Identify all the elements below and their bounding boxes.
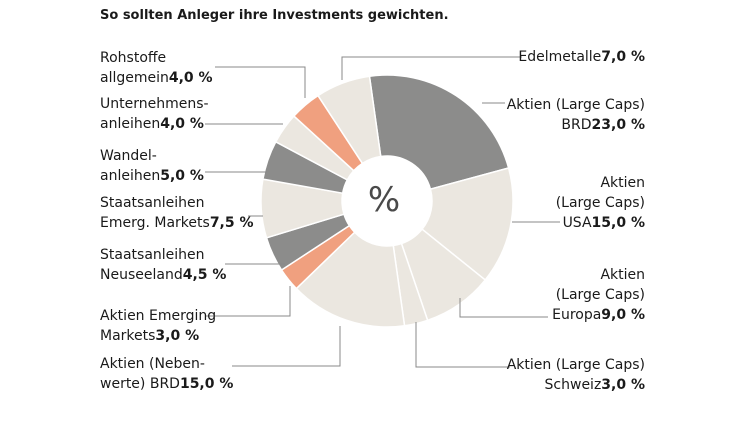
category-text: Aktien (Large Caps): [507, 357, 645, 373]
slice-label: anleihen5,0 %: [100, 168, 204, 184]
slice-label: Staatsanleihen: [100, 247, 205, 263]
category-text: Staatsanleihen: [100, 247, 205, 263]
value-label: 15,0 %: [180, 376, 233, 392]
value-label: 9,0 %: [601, 307, 645, 323]
slice-label: Aktien Emerging: [100, 308, 216, 324]
value-label: 4,0 %: [169, 70, 213, 86]
slice-label: Aktien (Neben-: [100, 356, 205, 372]
slice-label: Aktien (Large Caps): [507, 357, 645, 373]
slice-label: Aktien: [600, 175, 645, 191]
value-label: 7,0 %: [601, 49, 645, 65]
slice-label: Europa9,0 %: [552, 307, 645, 323]
category-text: anleihen: [100, 168, 160, 184]
leader-line: [232, 326, 341, 367]
value-label: 4,0 %: [160, 116, 204, 132]
leader-line: [459, 298, 548, 318]
category-text: Markets: [100, 328, 155, 344]
leader-line: [215, 66, 306, 98]
slice-label: Aktien: [600, 267, 645, 283]
slice-label: Rohstoffe: [100, 50, 166, 66]
value-label: 4,5 %: [183, 267, 227, 283]
leader-line: [205, 286, 291, 317]
slice-label: Wandel-: [100, 148, 157, 164]
slice-label: Edelmetalle7,0 %: [518, 49, 645, 65]
slice-label: Unternehmens-: [100, 96, 209, 112]
category-text: Aktien: [600, 175, 645, 191]
category-text: BRD: [561, 117, 591, 133]
value-label: 7,5 %: [210, 215, 254, 231]
slice-label: Aktien (Large Caps): [507, 97, 645, 113]
slice-label: werte) BRD15,0 %: [100, 376, 233, 392]
slice-label: Schweiz3,0 %: [545, 377, 645, 393]
value-label: 3,0 %: [601, 377, 645, 393]
leader-line: [415, 322, 510, 368]
value-label: 15,0 %: [592, 215, 645, 231]
category-text: Schweiz: [545, 377, 602, 393]
value-label: 3,0 %: [155, 328, 199, 344]
category-text: Unternehmens-: [100, 96, 209, 112]
category-text: anleihen: [100, 116, 160, 132]
category-text: werte) BRD: [100, 376, 180, 392]
category-text: (Large Caps): [556, 195, 645, 211]
category-text: USA: [563, 215, 592, 231]
category-text: (Large Caps): [556, 287, 645, 303]
category-text: Neuseeland: [100, 267, 183, 283]
category-text: Wandel-: [100, 148, 157, 164]
value-label: 5,0 %: [160, 168, 204, 184]
slice-label: anleihen4,0 %: [100, 116, 204, 132]
slice: [316, 75, 382, 165]
slice-label: allgemein4,0 %: [100, 70, 213, 86]
slice-label: Staatsanleihen: [100, 195, 205, 211]
slice-label: USA15,0 %: [563, 215, 645, 231]
category-text: Edelmetalle: [518, 49, 601, 65]
center-label: %: [368, 180, 400, 220]
slice-label: (Large Caps): [556, 195, 645, 211]
slice-label: (Large Caps): [556, 287, 645, 303]
leader-line: [341, 56, 522, 80]
slice: [421, 167, 514, 282]
category-text: Rohstoffe: [100, 50, 166, 66]
slice: [368, 74, 510, 191]
category-text: Aktien: [600, 267, 645, 283]
category-text: Aktien (Large Caps): [507, 97, 645, 113]
subtitle: So sollten Anleger ihre Investments gewi…: [100, 8, 449, 23]
category-text: Emerg. Markets: [100, 215, 210, 231]
slice-label: Emerg. Markets7,5 %: [100, 215, 254, 231]
slice-label: Neuseeland4,5 %: [100, 267, 226, 283]
slice-label: Markets3,0 %: [100, 328, 199, 344]
category-text: Europa: [552, 307, 601, 323]
value-label: 23,0 %: [592, 117, 645, 133]
slice-label: BRD23,0 %: [561, 117, 645, 133]
category-text: Aktien (Neben-: [100, 356, 205, 372]
category-text: allgemein: [100, 70, 169, 86]
category-text: Staatsanleihen: [100, 195, 205, 211]
category-text: Aktien Emerging: [100, 308, 216, 324]
slice: [295, 231, 406, 328]
